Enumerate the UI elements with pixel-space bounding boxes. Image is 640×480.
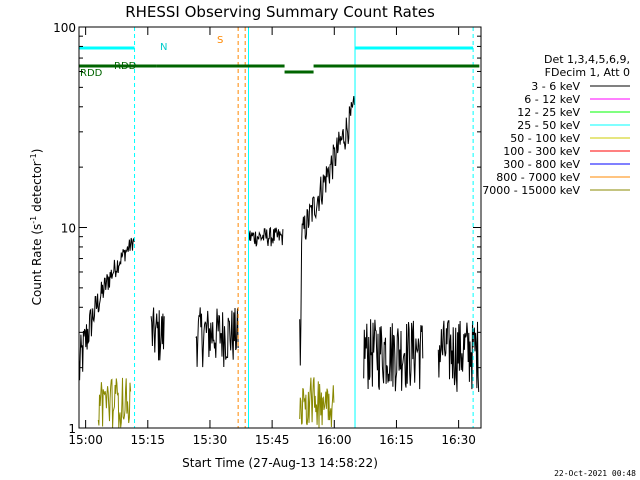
legend-header-1: FDecim 1, Att 0 xyxy=(545,66,630,79)
annotation-rdd-1: RDD xyxy=(114,61,137,72)
x-tick-1545: 15:45 xyxy=(255,433,290,447)
y-tick-labels: 1 10 100 xyxy=(53,21,76,436)
legend-label-0: 3 - 6 keV xyxy=(531,80,580,93)
footer-date: 22-Oct-2021 00:48 xyxy=(554,469,636,478)
legend: Det 1,3,4,5,6,9,FDecim 1, Att 03 - 6 keV… xyxy=(482,53,630,197)
y-axis-label: Count Rate (s-1 detector-1) xyxy=(29,149,44,306)
plot-axes xyxy=(78,26,482,429)
x-tick-1615: 16:15 xyxy=(379,433,414,447)
plot-frame xyxy=(78,26,482,429)
x-tick-1515: 15:15 xyxy=(130,433,165,447)
x-tick-1530: 15:30 xyxy=(193,433,228,447)
chart-title: RHESSI Observing Summary Count Rates xyxy=(125,3,435,21)
legend-label-1: 6 - 12 keV xyxy=(524,93,580,106)
series-3-6-kev-line xyxy=(79,95,480,393)
x-axis-label: Start Time (27-Aug-13 14:58:22) xyxy=(182,456,378,470)
y-tick-10: 10 xyxy=(61,222,76,236)
annotation-n-2: N xyxy=(160,42,167,53)
legend-label-4: 50 - 100 keV xyxy=(510,132,580,145)
y-tick-100: 100 xyxy=(53,21,76,35)
annotation-s-3: S xyxy=(217,35,223,46)
x-tick-1630: 16:30 xyxy=(441,433,476,447)
x-tick-1500: 15:00 xyxy=(68,433,103,447)
legend-label-8: 7000 - 15000 keV xyxy=(482,184,580,197)
x-tick-labels: 15:00 15:15 15:30 15:45 16:00 16:15 16:30 xyxy=(68,433,476,447)
legend-label-2: 12 - 25 keV xyxy=(517,106,580,119)
legend-label-3: 25 - 50 keV xyxy=(517,119,580,132)
legend-label-5: 100 - 300 keV xyxy=(503,145,580,158)
annotation-rdd-0: RDD xyxy=(80,68,103,79)
legend-label-6: 300 - 800 keV xyxy=(503,158,580,171)
series-7000-15000-kev-line xyxy=(97,377,335,428)
legend-label-7: 800 - 7000 keV xyxy=(496,171,580,184)
y-tick-1: 1 xyxy=(68,422,76,436)
legend-header-0: Det 1,3,4,5,6,9, xyxy=(544,53,630,66)
x-tick-1600: 16:00 xyxy=(317,433,352,447)
